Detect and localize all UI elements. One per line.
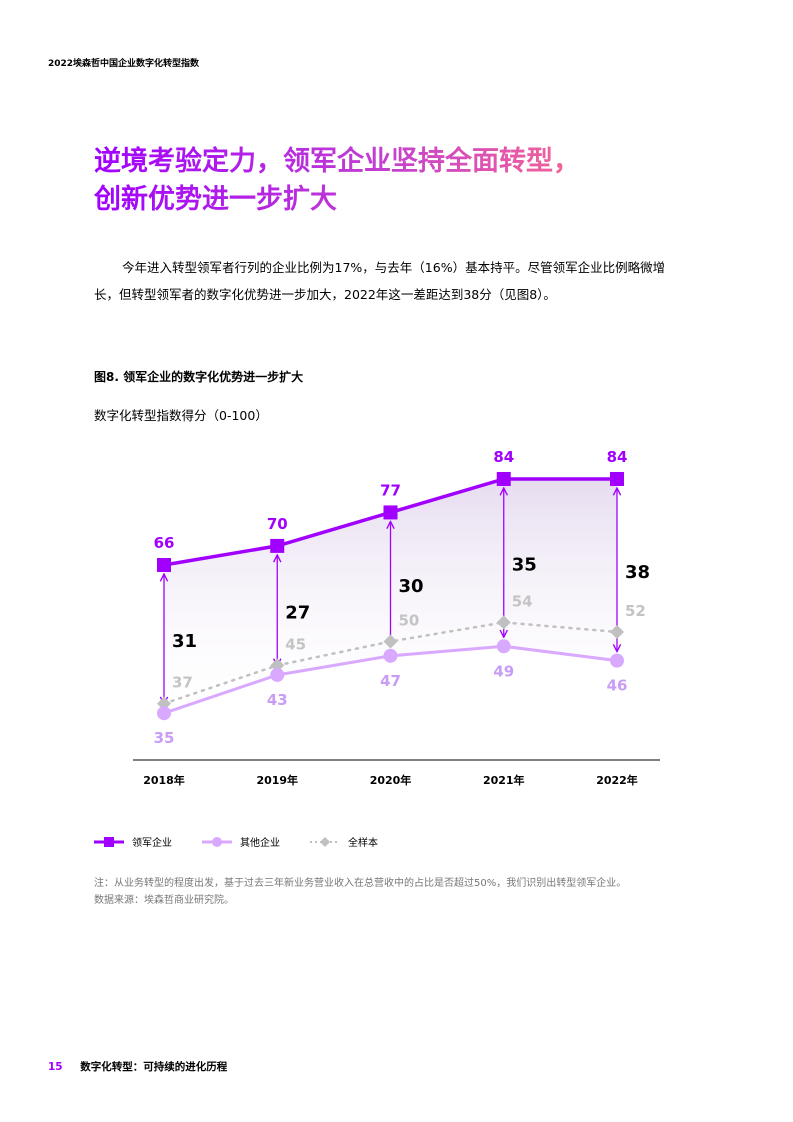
data-label-total: 37 (172, 674, 193, 692)
data-point-total (496, 615, 511, 630)
legend-item-leaders: 领军企业 (94, 834, 172, 849)
data-point-leaders (270, 538, 285, 553)
gap-label: 30 (399, 576, 424, 597)
x-tick-label: 2022年 (596, 773, 638, 787)
note-text: 注：从业务转型的程度出发，基于过去三年新业务营业收入在总营收中的占比是否超过50… (94, 878, 627, 889)
series-line-total (162, 621, 619, 705)
gap-label: 35 (512, 555, 537, 576)
data-label-leaders: 66 (154, 534, 175, 552)
data-label-others: 43 (267, 691, 288, 709)
legend-label: 领军企业 (132, 838, 172, 849)
gap-label: 31 (172, 631, 197, 652)
legend-label: 其他企业 (240, 838, 280, 849)
legend-item-total: 全样本 (310, 834, 378, 849)
data-point-leaders (383, 505, 398, 520)
legend-label: 全样本 (348, 838, 378, 849)
footer: 15 数字化转型：可持续的进化历程 (48, 1059, 227, 1074)
data-label-leaders: 70 (267, 515, 288, 533)
figure-title: 图8. 领军企业的数字化优势进一步扩大 (94, 370, 304, 384)
data-label-others: 47 (380, 672, 401, 690)
page-number: 15 (48, 1061, 63, 1073)
chart-legend: 领军企业 其他企业 全样本 (94, 834, 378, 849)
data-point-others (610, 653, 624, 668)
legend-item-others: 其他企业 (202, 834, 280, 849)
data-point-total (610, 624, 624, 639)
data-label-others: 46 (607, 677, 628, 695)
chart-y-label: 数字化转型指数得分（0-100） (94, 408, 268, 423)
data-point-leaders (610, 471, 624, 486)
x-tick-label: 2018年 (143, 773, 185, 787)
data-point-leaders (157, 558, 171, 573)
gap-label: 27 (285, 602, 310, 623)
data-label-leaders: 84 (493, 448, 514, 466)
x-tick-label: 2020年 (370, 773, 412, 787)
data-label-others: 49 (493, 662, 514, 680)
data-label-total: 50 (399, 612, 420, 630)
notes: 注：从业务转型的程度出发，基于过去三年新业务营业收入在总营收中的占比是否超过50… (94, 875, 626, 909)
x-tick-label: 2019年 (256, 773, 298, 787)
data-point-others (496, 639, 511, 654)
footer-section: 数字化转型：可持续的进化历程 (80, 1061, 228, 1073)
data-point-others (270, 667, 285, 682)
report-header: 2022埃森哲中国企业数字化转型指数 (48, 59, 200, 69)
square-marker-icon (94, 836, 124, 847)
data-point-total (383, 634, 398, 649)
source-text: 数据来源：埃森哲商业研究院。 (94, 895, 234, 906)
data-point-others (157, 706, 171, 721)
x-tick-label: 2021年 (483, 773, 525, 787)
data-point-others (383, 648, 398, 663)
data-label-total: 54 (512, 592, 533, 610)
diamond-marker-icon (310, 836, 340, 847)
data-point-leaders (496, 471, 511, 486)
body-paragraph: 今年进入转型领军者行列的企业比例为17%，与去年（16%）基本持平。尽管领军企业… (94, 260, 666, 302)
circle-marker-icon (202, 836, 232, 847)
gap-label: 38 (625, 562, 650, 583)
data-label-total: 45 (285, 635, 306, 653)
data-label-total: 52 (625, 602, 646, 620)
data-label-others: 35 (154, 729, 175, 747)
data-label-leaders: 77 (380, 481, 401, 499)
data-label-leaders: 84 (607, 448, 628, 466)
